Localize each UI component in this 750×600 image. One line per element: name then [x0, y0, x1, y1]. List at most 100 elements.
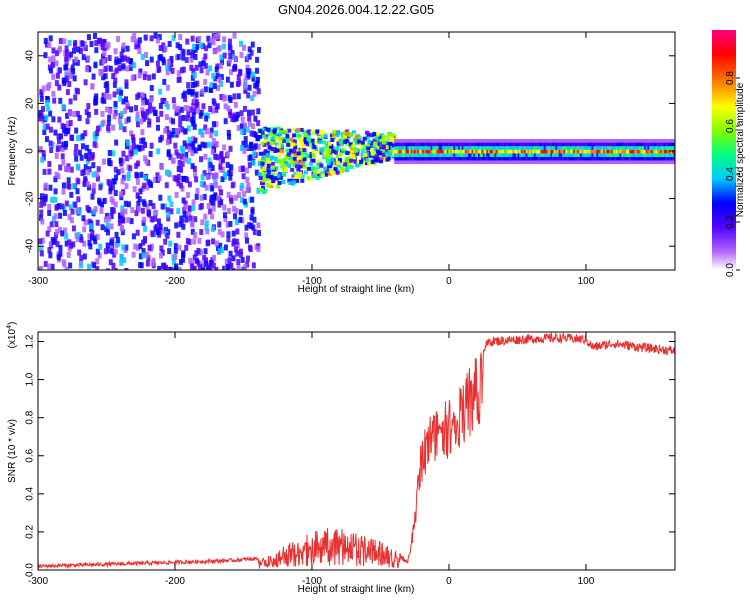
heatmap-cell [660, 153, 664, 157]
heatmap-cell [553, 146, 557, 150]
heatmap-cell [181, 175, 186, 182]
heatmap-cell [489, 139, 493, 143]
heatmap-cell [55, 229, 60, 236]
heatmap-cell [239, 110, 244, 117]
heatmap-cell [512, 139, 516, 143]
heatmap-cell [147, 244, 152, 251]
heatmap-cell [436, 153, 440, 157]
heatmap-cell [501, 160, 505, 165]
heatmap-cell [171, 97, 176, 104]
heatmap-cell [450, 156, 454, 161]
heatmap-cell [451, 142, 455, 147]
heatmap-cell [594, 146, 598, 150]
heatmap-cell [520, 156, 524, 161]
heatmap-cell [181, 250, 186, 257]
heatmap-cell [347, 163, 352, 168]
heatmap-cell [484, 146, 488, 150]
heatmap-cell [323, 133, 328, 138]
heatmap-cell [522, 149, 526, 154]
heatmap-cell [212, 48, 217, 55]
heatmap-cell [128, 58, 133, 65]
heatmap-cell [632, 149, 636, 154]
heatmap-cell [542, 153, 546, 157]
heatmap-cell [428, 146, 432, 150]
heatmap-cell [204, 184, 209, 191]
heatmap-cell [171, 118, 176, 125]
heatmap-cell [547, 142, 551, 147]
heatmap-cell [191, 44, 196, 51]
heatmap-cell [476, 156, 480, 161]
heatmap-cell [187, 210, 192, 217]
heatmap-cell [128, 145, 133, 152]
heatmap-cell [67, 81, 72, 88]
heatmap-cell [653, 139, 657, 143]
heatmap-cell [322, 166, 327, 171]
heatmap-cell [445, 156, 449, 161]
heatmap-cell [376, 156, 381, 161]
heatmap-cell [280, 144, 285, 149]
heatmap-cell [276, 126, 281, 131]
heatmap-cell [658, 153, 662, 157]
heatmap-cell [496, 156, 500, 161]
heatmap-cell [67, 39, 72, 46]
heatmap-cell [274, 159, 279, 164]
heatmap-cell [657, 146, 661, 150]
heatmap-cell [461, 142, 465, 147]
heatmap-cell [502, 139, 506, 143]
heatmap-cell [476, 160, 480, 165]
heatmap-cell [451, 146, 455, 150]
heatmap-cell [370, 151, 375, 156]
heatmap-cell [42, 200, 47, 207]
heatmap-cell [525, 160, 529, 165]
heatmap-cell [537, 153, 541, 157]
heatmap-cell [479, 139, 483, 143]
heatmap-cell [129, 130, 134, 137]
heatmap-cell [418, 153, 422, 157]
heatmap-cell [203, 53, 208, 60]
heatmap-cell [648, 156, 652, 161]
heatmap-cell [565, 149, 569, 154]
heatmap-cell [463, 156, 467, 161]
heatmap-cell [135, 111, 140, 118]
heatmap-cell [84, 109, 89, 116]
heatmap-cell [395, 160, 399, 165]
heatmap-cell [571, 139, 575, 143]
heatmap-cell [448, 149, 452, 154]
heatmap-cell [551, 142, 555, 147]
heatmap-cell [235, 241, 240, 248]
heatmap-cell [129, 150, 134, 157]
heatmap-cell [502, 156, 506, 161]
heatmap-cell [83, 44, 88, 51]
heatmap-cell [629, 149, 633, 154]
heatmap-cell [637, 153, 641, 157]
heatmap-cell [662, 149, 666, 154]
heatmap-cell [583, 149, 587, 154]
heatmap-cell [240, 256, 245, 263]
heatmap-cell [625, 153, 629, 157]
heatmap-cell [673, 146, 675, 150]
heatmap-cell [220, 166, 225, 173]
heatmap-cell [574, 142, 578, 147]
heatmap-cell [423, 149, 427, 154]
heatmap-cell [504, 153, 508, 157]
heatmap-cell [591, 146, 595, 150]
heatmap-cell [358, 142, 363, 147]
heatmap-cell [97, 252, 102, 259]
heatmap-cell [407, 153, 411, 157]
heatmap-cell [201, 60, 206, 67]
heatmap-cell [77, 149, 82, 156]
heatmap-cell [533, 142, 537, 147]
heatmap-cell [466, 153, 470, 157]
heatmap-cell [64, 166, 69, 173]
x-tick-label: -200 [165, 576, 185, 587]
heatmap-cell [182, 140, 187, 147]
heatmap-cell [635, 156, 639, 161]
heatmap-cell [48, 110, 53, 117]
heatmap-cell [289, 155, 294, 160]
heatmap-cell [440, 142, 444, 147]
heatmap-cell [55, 72, 60, 79]
heatmap-cell [72, 183, 77, 190]
heatmap-cell [310, 141, 315, 146]
heatmap-cell [40, 237, 45, 244]
heatmap-cell [205, 240, 210, 247]
